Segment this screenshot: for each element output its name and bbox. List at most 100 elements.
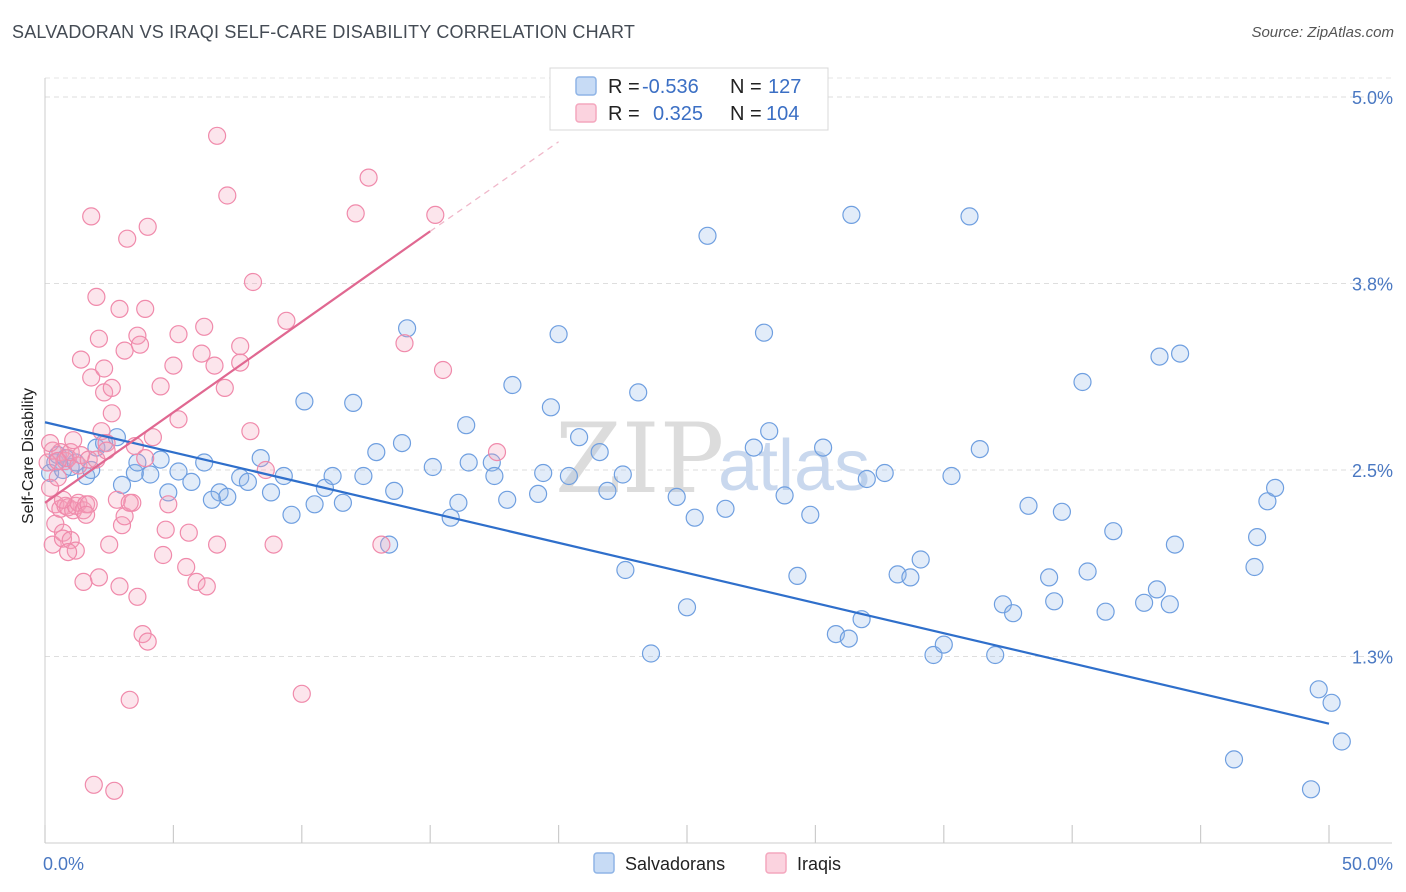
iraqi-point-66: [169, 325, 188, 344]
iraqi-point-6: [48, 468, 67, 487]
iraqi-point-16: [61, 443, 80, 462]
salvadoran-point-85: [970, 440, 989, 459]
salvadoran-point-100: [1160, 595, 1179, 614]
iraqis-points: [38, 126, 507, 800]
salvadoran-point-68: [775, 486, 794, 505]
salvadoran-point-45: [485, 466, 504, 486]
salvadoran-point-57: [616, 560, 635, 580]
iraqi-point-70: [192, 344, 211, 363]
iraqi-point-90: [433, 360, 453, 380]
iraqi-point-82: [264, 535, 283, 554]
salvadoran-point-70: [801, 505, 820, 524]
iraqi-point-41: [102, 378, 121, 397]
salvadoran-point-42: [457, 416, 476, 435]
salvadoran-point-101: [1165, 535, 1185, 554]
salvadoran-point-36: [385, 481, 404, 500]
iraqi-point-86: [359, 168, 378, 187]
iraqi-point-44: [110, 299, 129, 318]
salvadoran-point-61: [677, 598, 697, 617]
salvadoran-point-80: [911, 550, 930, 569]
salvadoran-point-58: [629, 383, 648, 402]
iraqi-point-38: [94, 359, 114, 378]
salvadoran-point-105: [1247, 527, 1267, 547]
salvadoran-point-65: [744, 438, 763, 457]
salvadoran-point-98: [1147, 580, 1167, 599]
salvadoran-point-99: [1150, 347, 1169, 366]
iraqi-point-55: [130, 335, 150, 354]
iraqi-point-94: [58, 542, 78, 562]
x-tick-label-1: 50.0%: [1342, 854, 1393, 874]
salvadoran-point-77: [875, 463, 894, 483]
salvadoran-point-22: [238, 472, 257, 491]
iraqi-point-58: [138, 217, 157, 236]
salvadoran-point-102: [1170, 344, 1190, 363]
y-axis-label: Self-Care Disability: [20, 388, 37, 524]
iraqi-point-33: [87, 287, 106, 306]
iraqi-point-27: [79, 450, 98, 469]
y-tick-label-1: 2.5%: [1352, 461, 1393, 481]
iraqi-point-75: [215, 378, 234, 397]
iraqi-point-30: [82, 368, 101, 387]
iraqi-point-40: [100, 535, 119, 554]
iraqi-point-83: [277, 311, 296, 330]
iraqi-point-19: [66, 541, 85, 560]
iraqi-trend-line: [44, 230, 431, 504]
salvadoran-point-37: [392, 434, 412, 453]
iraqi-point-63: [156, 520, 175, 539]
salvadoran-point-83: [942, 466, 961, 486]
watermark-atlas: atlas: [718, 426, 870, 506]
salvadoran-point-31: [333, 493, 352, 512]
salvadoran-point-60: [667, 487, 686, 506]
salvadoran-point-32: [344, 393, 363, 412]
salvadoran-point-48: [528, 484, 548, 503]
salvadoran-point-74: [842, 205, 861, 224]
iraqi-point-31: [84, 775, 103, 794]
salvadoran-point-95: [1096, 602, 1115, 621]
salvadoran-point-13: [141, 465, 160, 484]
salvadoran-point-26: [282, 505, 301, 524]
salvadoran-point-111: [1332, 732, 1351, 751]
iraqi-point-10: [53, 529, 73, 548]
iraqi-point-62: [154, 545, 173, 565]
iraqi-point-48: [115, 341, 134, 360]
bottom-legend-swatch-iraqis: [765, 852, 787, 874]
legend-r-label-0: R =: [608, 76, 640, 98]
iraqi-point-78: [231, 353, 250, 372]
iraqi-point-74: [208, 126, 227, 145]
iraqi-point-99: [197, 577, 216, 596]
salvadoran-point-23: [251, 449, 270, 468]
salvadoran-point-67: [760, 422, 779, 441]
salvadoran-point-33: [354, 466, 373, 486]
salvadoran-point-66: [754, 323, 774, 342]
iraqi-point-50: [120, 690, 139, 709]
iraqi-point-20: [69, 456, 88, 475]
x-tick-label-0: 0.0%: [43, 854, 84, 874]
iraqi-point-53: [128, 587, 147, 606]
bottom-legend-iraqis: Iraqis: [797, 854, 841, 874]
salvadoran-point-94: [1078, 562, 1097, 581]
salvadoran-point-63: [698, 226, 717, 245]
iraqi-point-42: [105, 781, 124, 800]
iraqi-point-59: [138, 632, 157, 651]
salvadoran-point-34: [367, 443, 386, 462]
salvadoran-point-110: [1322, 693, 1341, 712]
salvadoran-point-44: [482, 453, 501, 472]
iraqi-point-91: [487, 443, 507, 462]
iraqi-point-9: [53, 523, 73, 542]
salvadoran-point-90: [1039, 568, 1059, 587]
salvadoran-point-62: [685, 508, 704, 527]
iraqi-point-95: [64, 431, 83, 450]
chart-title: SALVADORAN VS IRAQI SELF-CARE DISABILITY…: [12, 22, 636, 42]
iraqi-point-67: [177, 557, 196, 577]
iraqi-point-57: [136, 299, 155, 318]
iraqi-point-71: [195, 317, 214, 336]
iraqi-point-73: [208, 535, 227, 554]
salvadoran-point-56: [613, 465, 632, 484]
salvadoran-point-51: [549, 325, 568, 344]
salvadoran-point-38: [398, 319, 417, 338]
salvadoran-point-47: [503, 375, 522, 395]
salvadoran-point-35: [380, 535, 399, 554]
salvadoran-point-108: [1301, 780, 1321, 799]
salvadoran-point-43: [459, 453, 478, 472]
